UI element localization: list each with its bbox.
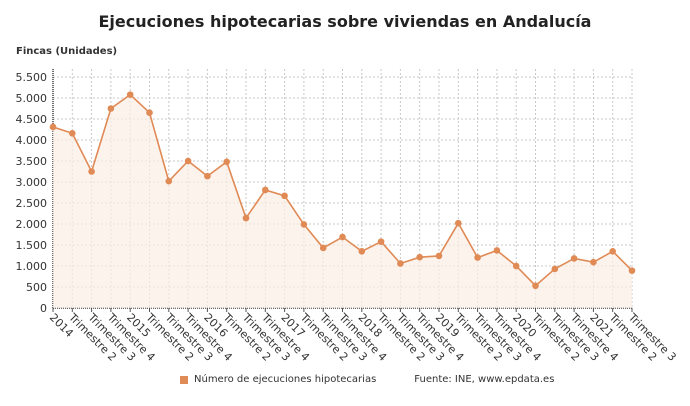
data-point	[455, 219, 462, 227]
y-tick-label: 4.500	[16, 113, 48, 126]
data-point	[358, 248, 366, 255]
data-point	[88, 168, 95, 175]
legend: Número de ejecuciones hipotecarias Fuent…	[180, 374, 554, 385]
data-point	[184, 157, 192, 165]
data-point	[281, 192, 288, 200]
y-tick-label: 3.500	[16, 155, 48, 168]
data-point	[474, 254, 481, 261]
data-point	[628, 267, 636, 274]
data-point	[165, 177, 173, 185]
data-point	[435, 252, 443, 260]
data-point	[69, 129, 76, 137]
data-point	[242, 214, 250, 222]
data-point	[416, 253, 424, 261]
y-tick-label: 3.000	[16, 176, 48, 189]
y-tick-label: 2.500	[16, 197, 48, 210]
source-text: Fuente: INE, www.epdata.es	[414, 374, 555, 385]
y-tick-label: 5.000	[16, 92, 48, 105]
data-point	[300, 221, 308, 228]
y-tick-label: 4.000	[16, 134, 48, 147]
y-tick-label: 5.500	[16, 71, 48, 84]
data-point	[570, 255, 578, 262]
y-axis-label: Fincas (Unidades)	[16, 46, 118, 57]
legend-label: Número de ejecuciones hipotecarias	[194, 374, 377, 385]
data-point	[532, 282, 539, 290]
data-point	[339, 233, 346, 241]
y-tick-label: 500	[26, 281, 47, 294]
legend-swatch	[180, 375, 188, 384]
data-point	[319, 244, 327, 252]
y-tick-label: 1.000	[16, 260, 48, 273]
data-point	[262, 186, 269, 194]
y-tick-label: 0	[40, 302, 47, 315]
data-point	[223, 158, 230, 166]
y-tick-label: 2.000	[16, 218, 48, 231]
data-point	[512, 262, 520, 270]
data-point	[609, 248, 616, 255]
data-point	[551, 265, 559, 273]
data-point	[590, 258, 597, 266]
data-point	[397, 260, 404, 267]
y-tick-label: 1.500	[16, 239, 48, 252]
data-point	[126, 91, 134, 98]
data-point	[107, 105, 115, 112]
chart-title: Ejecuciones hipotecarias sobre viviendas…	[98, 12, 592, 31]
data-point	[146, 109, 153, 116]
data-point	[49, 123, 57, 131]
data-point	[377, 238, 385, 245]
data-point	[204, 172, 211, 180]
data-point	[493, 247, 501, 254]
